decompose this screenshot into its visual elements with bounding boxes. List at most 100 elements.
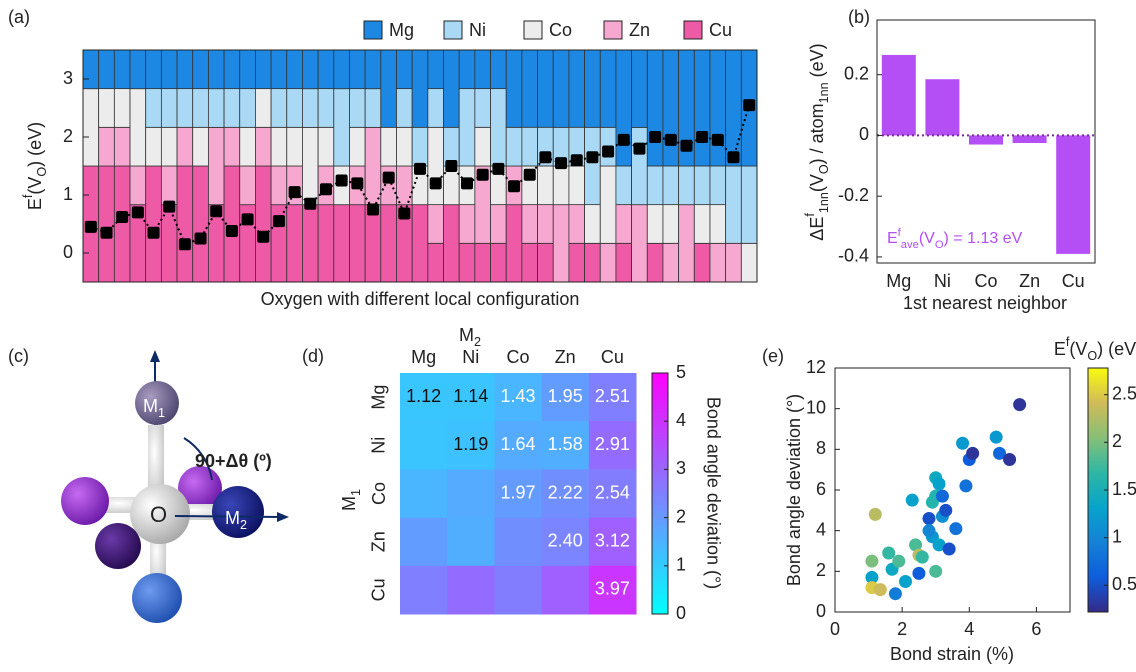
stack-segment — [176, 49, 194, 90]
stack-segment — [458, 49, 476, 90]
colorbar-tick-label: 0 — [676, 603, 686, 623]
stack-segment — [113, 88, 131, 128]
stack-segment — [364, 204, 382, 283]
panel-label: (b) — [848, 7, 870, 27]
angle-label: 90+Δθ (º) — [195, 451, 272, 471]
stack-segment — [631, 49, 648, 128]
axis-arrow — [174, 515, 283, 518]
legend-label: Zn — [629, 20, 650, 40]
data-point — [476, 168, 489, 181]
stack-segment — [176, 126, 194, 167]
atom-label-part: M — [225, 508, 240, 528]
stack-segment — [160, 126, 178, 167]
heatmap-cell — [494, 517, 543, 567]
x-tick-label: Co — [974, 271, 997, 291]
x-axis-label-part: 2 — [474, 335, 481, 349]
data-point — [912, 566, 926, 580]
y-tick-label: 0 — [859, 124, 869, 144]
data-point — [905, 493, 919, 507]
stack-segment — [490, 242, 507, 283]
stack-segment — [693, 49, 711, 167]
plot-frame — [876, 19, 1096, 264]
data-point — [147, 226, 160, 239]
stack-segment — [255, 49, 272, 90]
stack-segment — [631, 126, 648, 206]
heatmap-cell — [400, 565, 448, 615]
bar — [1012, 135, 1047, 144]
data-point — [743, 99, 756, 112]
y-tick-label: Co — [369, 482, 389, 505]
stack-segment — [709, 165, 727, 206]
stack-segment — [286, 88, 303, 128]
x-tick-label: Cu — [601, 347, 624, 367]
stack-segment — [458, 204, 476, 244]
colorbar-label: Ef(VO) (eV) — [1054, 335, 1136, 363]
stack-segment — [192, 49, 209, 90]
y-tick-label: 12 — [806, 357, 826, 377]
stack-segment — [599, 165, 617, 244]
stack-segment — [239, 165, 256, 206]
heatmap-cell — [400, 421, 448, 470]
stack-segment — [568, 165, 585, 206]
stack-segment — [176, 165, 194, 283]
panel-label: (c) — [8, 346, 29, 366]
stack-segment — [740, 165, 758, 244]
y-tick-label: Zn — [369, 531, 389, 552]
stack-segment — [302, 204, 319, 283]
stack-segment — [646, 204, 664, 244]
y-tick-label: Cu — [369, 578, 389, 601]
data-point — [949, 522, 963, 536]
data-point — [680, 139, 693, 152]
stack-segment — [584, 204, 601, 244]
stack-segment — [568, 49, 585, 128]
data-point — [429, 177, 442, 190]
stack-segment — [662, 49, 680, 167]
heatmap-cell — [494, 565, 543, 615]
y-axis-label-part: O — [817, 164, 831, 174]
stack-segment — [568, 204, 585, 244]
stack-segment — [521, 204, 538, 244]
x-tick-label: Ni — [934, 271, 951, 291]
y-tick-label: Ni — [369, 437, 389, 454]
data-point — [539, 151, 552, 164]
legend-swatch — [363, 20, 383, 40]
legend-label: Cu — [709, 20, 732, 40]
stack-segment — [302, 88, 319, 128]
colorbar-label-part: E — [1054, 339, 1066, 359]
data-point — [664, 133, 677, 146]
legend-label: Co — [549, 20, 572, 40]
stack-segment — [678, 165, 695, 206]
stack-segment — [474, 126, 491, 167]
stack-segment — [693, 165, 711, 206]
data-point — [570, 154, 583, 167]
colorbar-label-part: ) (eV) — [1097, 339, 1136, 359]
arrow-head — [150, 350, 160, 362]
colorbar-tick-label: 0.5 — [1112, 574, 1136, 594]
stack-segment — [693, 204, 711, 244]
y-tick-label: -0.2 — [838, 185, 869, 205]
stack-segment — [505, 126, 523, 167]
data-point — [989, 430, 1003, 444]
annotation-part: E — [887, 230, 898, 247]
cell-label: 1.43 — [500, 386, 535, 406]
stack-segment — [145, 126, 162, 167]
atom-label-part: M — [143, 396, 158, 416]
x-tick-label: Cu — [1062, 271, 1085, 291]
atom-label-part: 2 — [240, 518, 247, 532]
stack-segment — [270, 165, 288, 206]
stack-segment — [490, 204, 507, 244]
colorbar-label-part: f — [1066, 335, 1070, 349]
data-point — [1003, 453, 1017, 466]
bar — [881, 54, 916, 136]
angle-arc — [183, 437, 213, 481]
annotation-part: ) = 1.13 eV — [944, 230, 1023, 247]
bar — [925, 79, 960, 136]
stack-segment — [725, 49, 742, 167]
y-tick-label: 3 — [63, 68, 73, 88]
cell-label: 2.91 — [595, 434, 630, 454]
data-point — [461, 177, 474, 190]
legend-label: Ni — [469, 20, 486, 40]
y-tick-label: 2 — [63, 126, 73, 146]
heatmap-cell — [588, 469, 637, 519]
